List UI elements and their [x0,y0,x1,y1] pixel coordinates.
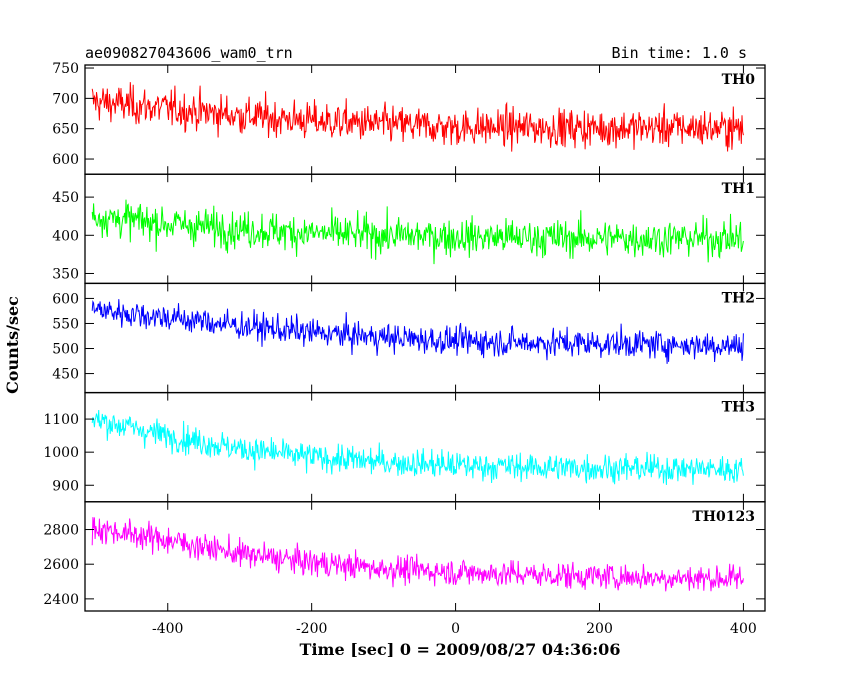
y-tick-label: 750 [52,61,79,77]
y-tick-label: 450 [52,367,79,383]
y-tick-label: 2600 [43,557,79,573]
panel-th3: 900 1000 1100 TH3 [43,391,766,503]
bin-time-label: Bin time: 1.0 s [612,44,747,62]
series-label-th1: TH1 [722,181,755,197]
y-tick-label: 2400 [43,592,79,608]
panels: 600 650 700 750 TH0 350 400 450 TH1 450 500 550 600 T… [43,61,766,637]
y-tick-label: 400 [52,228,79,244]
series-line-th3 [91,409,744,486]
x-tick-label: 400 [730,621,757,637]
panel-frame [84,501,766,612]
chart-title: ae090827043606_wam0_trn [85,44,293,62]
y-tick-label: 550 [52,316,79,332]
x-tick-label: -400 [152,621,183,637]
panel-frame [84,173,766,285]
panel-th1: 350 400 450 TH1 [52,173,766,285]
y-tick-label: 1000 [43,445,79,461]
y-tick-label: 500 [52,342,79,358]
y-axis-label: Counts/sec [3,296,22,394]
series-line-th0 [91,82,744,152]
x-tick-label: 200 [586,621,613,637]
y-tick-label: 900 [52,478,79,494]
y-tick-label: 450 [52,190,79,206]
series-label-th3: TH3 [722,400,755,416]
panel-th0123: 2400 2600 2800 TH0123 [43,501,766,612]
panel-th0: 600 650 700 750 TH0 [52,61,766,175]
y-tick-label: 600 [52,152,79,168]
y-tick-label: 1100 [43,412,79,428]
series-line-th2 [91,299,744,364]
y-tick-label: 600 [52,291,79,307]
y-tick-label: 2800 [43,523,79,539]
x-tick-label: -200 [296,621,327,637]
series-line-th1 [91,199,744,265]
panel-th2: 450 500 550 600 TH2 [52,282,766,394]
y-tick-label: 650 [52,122,79,138]
y-tick-label: 700 [52,91,79,107]
x-tick-label: 0 [451,621,460,637]
series-label-th0: TH0 [722,72,756,88]
y-tick-label: 350 [52,266,79,282]
x-axis-label: Time [sec] 0 = 2009/08/27 04:36:06 [300,640,621,659]
series-line-th0123 [91,517,744,592]
series-label-th2: TH2 [722,290,755,306]
series-label-th0123: TH0123 [692,509,755,525]
